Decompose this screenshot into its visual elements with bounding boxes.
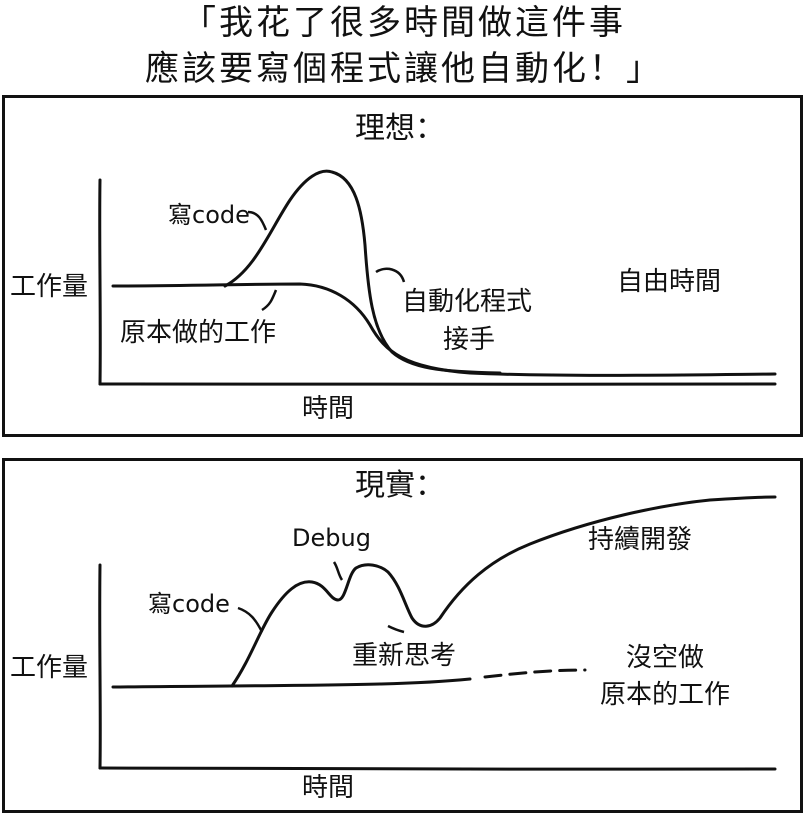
ideal-title: 理想： bbox=[355, 111, 445, 146]
real-no-time-label-2: 原本的工作 bbox=[600, 680, 730, 710]
real-debug-label: Debug bbox=[292, 524, 371, 552]
real-rethink-label: 重新思考 bbox=[352, 641, 456, 671]
real-original-work-curve bbox=[111, 677, 472, 689]
ideal-original-work-label: 原本做的工作 bbox=[120, 318, 276, 348]
ideal-original-work-leader bbox=[261, 289, 278, 312]
ideal-automation-leader bbox=[375, 267, 406, 283]
real-write-code-label: 寫code bbox=[148, 590, 230, 618]
ideal-x-axis bbox=[98, 382, 777, 386]
real-x-label: 時間 bbox=[302, 773, 354, 803]
real-no-time-label-1: 沒空做 bbox=[626, 643, 704, 673]
ideal-y-label: 工作量 bbox=[10, 272, 88, 302]
real-y-axis bbox=[98, 563, 102, 770]
ideal-write-code-curve bbox=[223, 169, 502, 375]
real-x-axis bbox=[98, 766, 777, 771]
real-debug-leader bbox=[332, 561, 344, 581]
real-work-curve bbox=[230, 495, 777, 688]
caption-line-1: 「我花了很多時間做這件事 bbox=[182, 3, 626, 43]
ideal-original-work-curve bbox=[111, 282, 777, 377]
ideal-write-code-leader bbox=[247, 210, 268, 231]
ideal-y-axis bbox=[98, 178, 102, 386]
ideal-automation-label-2: 接手 bbox=[443, 325, 495, 355]
real-continued-dev-label: 持續開發 bbox=[588, 525, 692, 555]
real-original-work-dashed bbox=[483, 668, 587, 679]
real-write-code-leader bbox=[237, 606, 264, 633]
ideal-panel bbox=[2, 95, 803, 437]
real-rethink-leader bbox=[387, 624, 405, 634]
reality-panel bbox=[2, 458, 803, 813]
real-y-label: 工作量 bbox=[10, 653, 88, 683]
ideal-free-time-label: 自由時間 bbox=[617, 267, 721, 297]
ideal-write-code-label: 寫code bbox=[168, 201, 250, 229]
ideal-automation-label-1: 自動化程式 bbox=[402, 287, 532, 317]
caption-line-2: 應該要寫個程式讓他自動化！」 bbox=[145, 49, 663, 89]
ideal-x-label: 時間 bbox=[302, 394, 354, 424]
real-title: 現實： bbox=[355, 468, 445, 503]
